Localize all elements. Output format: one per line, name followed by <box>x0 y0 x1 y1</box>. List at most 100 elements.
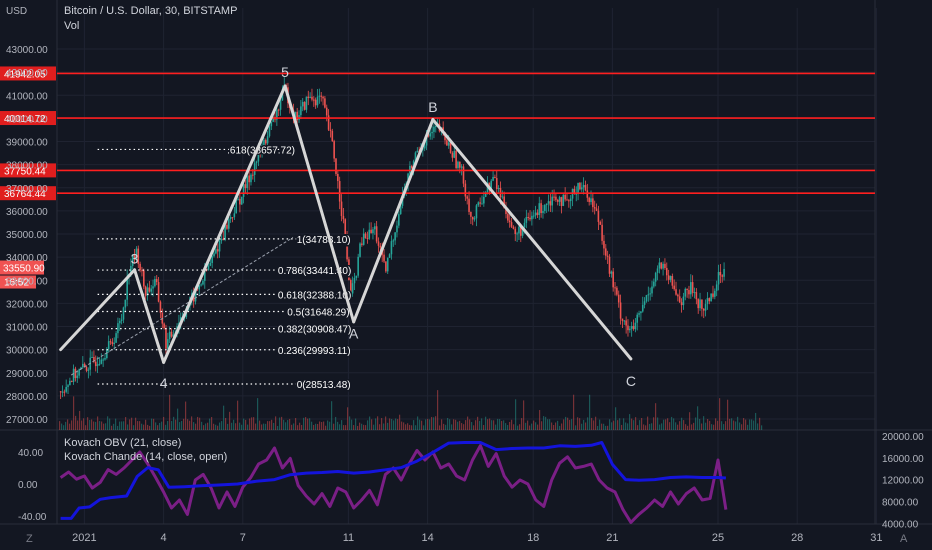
candle-body <box>375 226 378 242</box>
volume-bar <box>81 420 83 430</box>
volume-bar <box>513 424 515 430</box>
volume-bar <box>553 424 555 430</box>
candle-body <box>233 213 236 218</box>
volume-bar <box>727 399 729 430</box>
chande-indicator-label[interactable]: Kovach Chande (14, close, open) <box>64 451 228 463</box>
candle-body <box>447 142 450 146</box>
countdown-badge <box>0 275 36 289</box>
candle-body <box>464 183 467 197</box>
price-tick-label: 38000.00 <box>6 161 48 172</box>
wave-line[interactable] <box>431 118 633 361</box>
wave-line[interactable] <box>59 268 137 352</box>
volume-bar <box>237 400 239 430</box>
symbol-title[interactable]: Bitcoin / U.S. Dollar, 30, BITSTAMP <box>64 5 238 17</box>
fib-trend-line[interactable] <box>70 237 294 376</box>
candle-body <box>651 286 653 294</box>
chande-tick-label: -40.00 <box>18 512 47 523</box>
price-tick-label: 42000.00 <box>6 68 48 79</box>
candle-body <box>107 341 110 350</box>
candle-body <box>300 106 302 116</box>
candle-body <box>484 192 487 197</box>
volume-bar <box>265 423 267 430</box>
candle-body <box>198 285 201 290</box>
volume-bar <box>713 424 715 430</box>
candle-body <box>669 275 672 280</box>
volume-bar <box>631 418 633 430</box>
candle-body <box>505 208 507 215</box>
volume-bar <box>363 424 365 430</box>
candle-body <box>143 270 145 287</box>
candle-body <box>349 280 352 294</box>
volume-label[interactable]: Vol <box>64 20 80 32</box>
volume-bar <box>597 425 599 430</box>
volume-bar <box>297 425 299 430</box>
candle-body <box>459 161 461 168</box>
volume-bar <box>555 422 557 430</box>
price-tick-label: 41000.00 <box>6 91 48 102</box>
candle-body <box>109 341 112 343</box>
candle-body <box>566 199 568 201</box>
volume-bar <box>751 419 753 430</box>
wave-line[interactable] <box>283 84 356 324</box>
volume-bar <box>719 398 721 430</box>
candle-body <box>252 174 254 176</box>
volume-bar <box>649 423 651 430</box>
candle-body <box>98 363 101 365</box>
wave-line[interactable] <box>162 84 287 364</box>
candle-body <box>579 182 581 190</box>
volume-bar <box>447 417 449 430</box>
volume-bar <box>179 422 181 430</box>
volume-bar <box>175 419 177 430</box>
chande-tick-label: 40.00 <box>18 448 43 459</box>
candle-body <box>338 181 341 202</box>
volume-bar <box>731 418 733 430</box>
volume-bar <box>177 408 179 430</box>
timezone-toggle-icon[interactable]: Z <box>26 533 33 545</box>
resistance-level-badge <box>0 163 56 178</box>
wave-line[interactable] <box>133 268 166 364</box>
candle-body <box>457 161 459 169</box>
volume-bar <box>105 423 107 430</box>
candle-body <box>470 211 472 217</box>
candle-body <box>643 301 646 305</box>
candle-body <box>527 216 529 218</box>
volume-bar <box>663 419 665 430</box>
candle-body <box>514 228 517 235</box>
volume-bar <box>395 418 397 430</box>
obv-indicator-label[interactable]: Kovach OBV (21, close) <box>64 437 182 449</box>
wave-line[interactable] <box>352 118 435 324</box>
candle-body <box>510 222 513 227</box>
candle-body <box>398 214 400 226</box>
volume-bar <box>181 420 183 430</box>
candle-body <box>102 359 104 361</box>
candle-body <box>460 166 463 168</box>
volume-bar <box>121 421 123 430</box>
obv-series-line <box>60 441 726 520</box>
volume-bar <box>655 403 657 430</box>
volume-bar <box>627 423 629 430</box>
candle-body <box>231 217 234 219</box>
volume-bar <box>399 414 401 430</box>
candle-body <box>272 116 274 122</box>
candle-body <box>723 268 725 277</box>
candle-body <box>667 275 670 280</box>
volume-bar <box>557 420 559 430</box>
candle-body <box>556 199 559 202</box>
candle-body <box>545 203 548 206</box>
volume-bar <box>569 419 571 430</box>
candle-body <box>228 219 230 229</box>
volume-bar <box>313 424 315 430</box>
volume-bar <box>211 416 213 430</box>
auto-scale-icon[interactable]: A <box>900 533 908 545</box>
volume-bar <box>385 416 387 430</box>
volume-bar <box>321 422 323 430</box>
volume-bar <box>339 424 341 430</box>
volume-bar <box>665 419 667 430</box>
volume-bar <box>389 418 391 430</box>
candle-body <box>318 95 321 97</box>
volume-bar <box>221 421 223 430</box>
volume-bar <box>275 416 277 430</box>
candle-body <box>72 368 75 382</box>
candle-body <box>468 198 470 212</box>
